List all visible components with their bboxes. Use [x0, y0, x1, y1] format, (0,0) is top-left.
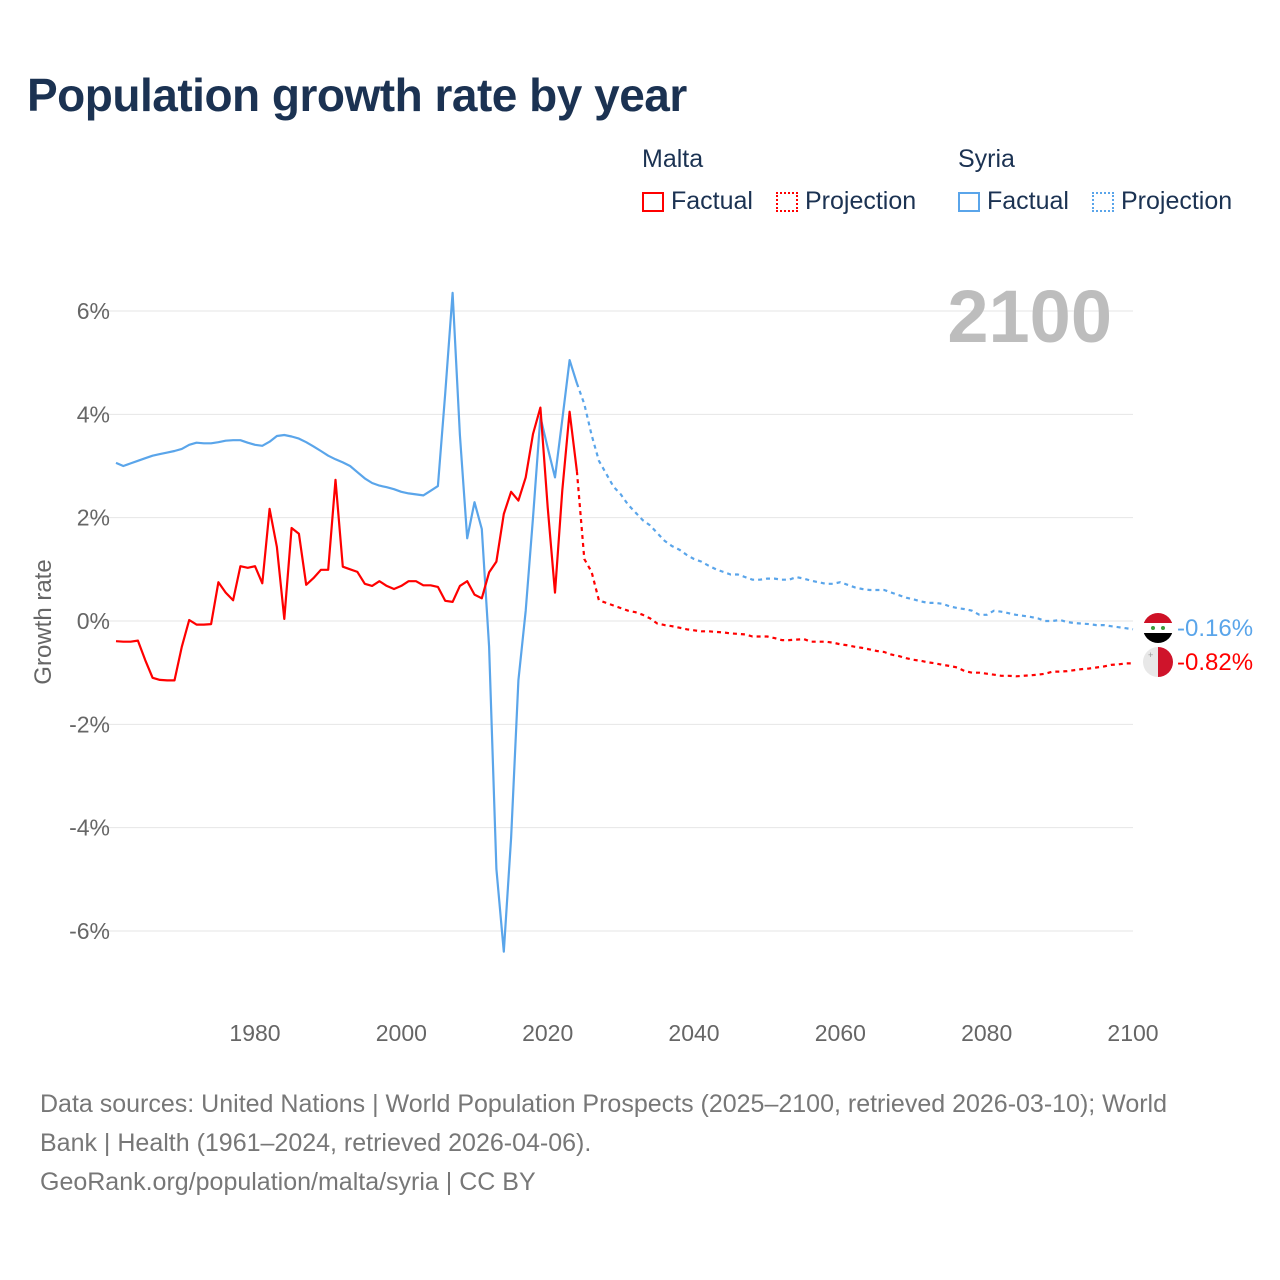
y-tick-label: 0%	[77, 608, 110, 634]
x-tick-label: 2060	[815, 1020, 866, 1046]
legend-group-title: Malta	[642, 145, 704, 173]
legend-label: Projection	[805, 187, 917, 215]
y-tick-label: -4%	[69, 815, 110, 841]
malta-factual-line	[115, 406, 578, 682]
y-tick-label: 6%	[77, 298, 110, 324]
svg-text:+: +	[1148, 650, 1153, 660]
y-axis-label: Growth rate	[30, 559, 57, 684]
syria-projection-line	[575, 382, 1134, 631]
legend-syria: Syria	[958, 145, 1015, 174]
legend-malta: Malta	[642, 145, 703, 174]
legend-syria-factual[interactable]: Factual	[958, 187, 1069, 216]
legend-label: Factual	[671, 187, 753, 215]
legend-malta-projection[interactable]: Projection	[776, 187, 916, 216]
legend-syria-projection[interactable]: Projection	[1092, 187, 1232, 216]
year-display: 2100	[947, 275, 1112, 358]
x-tick-label: 2040	[668, 1020, 719, 1046]
chart-title: Population growth rate by year	[27, 69, 687, 121]
legend-group-title: Syria	[958, 145, 1015, 173]
x-tick-label: 2000	[376, 1020, 427, 1046]
syria-flag-icon	[1143, 613, 1173, 643]
footer-attribution-link[interactable]: GeoRank.org/population/malta/syria | CC …	[40, 1168, 536, 1196]
footer-sources-line1: Data sources: United Nations | World Pop…	[40, 1090, 1168, 1118]
legend-swatch-dotted	[776, 191, 798, 212]
x-tick-label: 2020	[522, 1020, 573, 1046]
x-tick-label: 2100	[1107, 1020, 1158, 1046]
y-tick-label: 2%	[77, 505, 110, 531]
x-tick-label: 2080	[961, 1020, 1012, 1046]
legend-label: Projection	[1121, 187, 1233, 215]
end-label-malta: -0.82%	[1177, 649, 1253, 676]
legend-label: Factual	[987, 187, 1069, 215]
y-tick-label: -2%	[69, 711, 110, 737]
y-tick-label: 4%	[77, 401, 110, 427]
legend-swatch-dotted	[1092, 191, 1114, 212]
legend-malta-factual[interactable]: Factual	[642, 187, 753, 216]
footer-sources-line2: Bank | Health (1961–2024, retrieved 2026…	[40, 1129, 592, 1157]
x-tick-label: 1980	[229, 1020, 280, 1046]
end-label-syria: -0.16%	[1177, 615, 1253, 642]
legend-swatch-solid	[958, 191, 980, 212]
legend-swatch-solid	[642, 191, 664, 212]
y-tick-label: -6%	[69, 918, 110, 944]
malta-flag-icon: +	[1143, 647, 1173, 677]
syria-factual-line	[115, 291, 578, 953]
malta-projection-line	[575, 471, 1133, 678]
